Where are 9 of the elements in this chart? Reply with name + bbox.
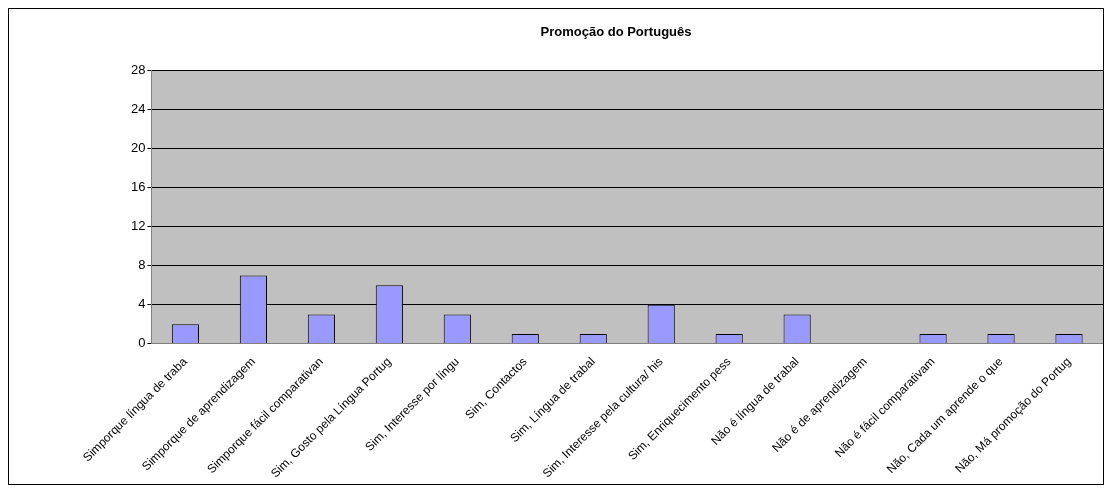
y-tick-label: 28 — [130, 62, 146, 78]
chart-title: Promoção do Português — [540, 24, 692, 40]
y-tick-label: 12 — [130, 218, 146, 234]
y-tick-label: 24 — [130, 101, 146, 117]
y-tick-label: 8 — [138, 257, 146, 273]
y-tick-label: 4 — [138, 296, 146, 312]
y-tick-label: 20 — [130, 140, 146, 156]
y-tick-label: 16 — [130, 179, 146, 195]
y-tick-label: 0 — [138, 335, 146, 351]
